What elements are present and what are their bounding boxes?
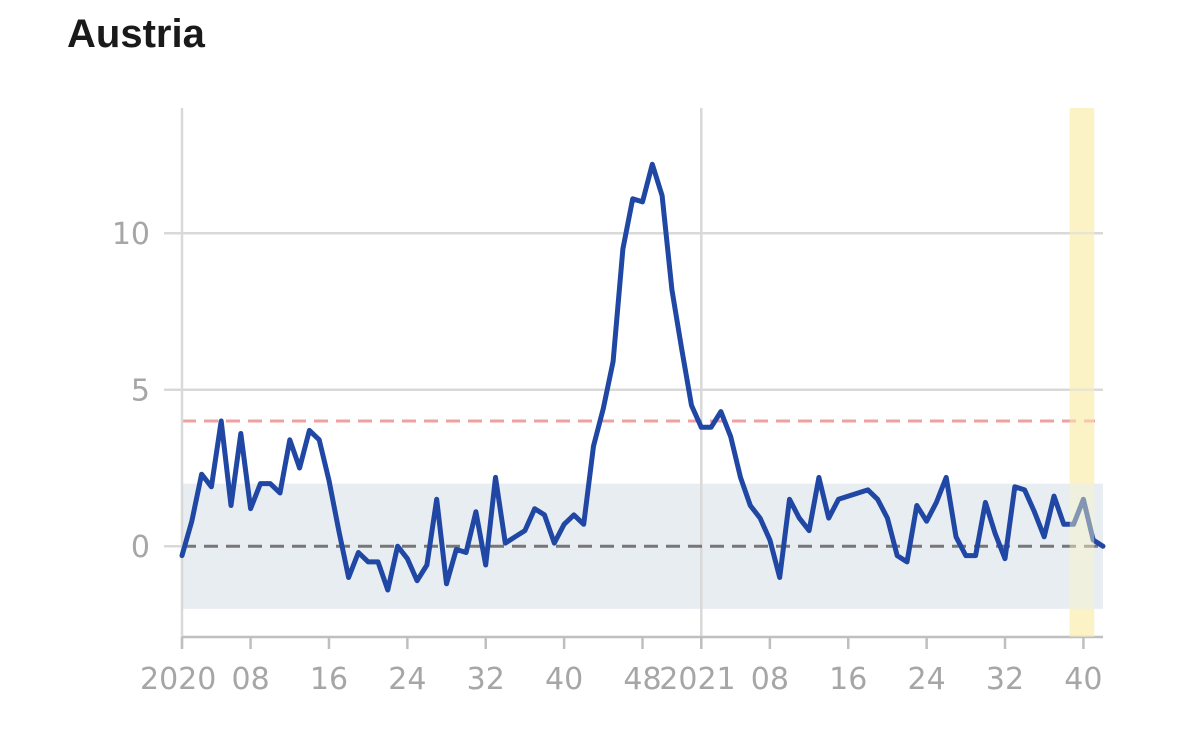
x-tick-label: 32 bbox=[467, 662, 505, 697]
y-tick-label: 5 bbox=[131, 374, 150, 409]
x-tick-label: 40 bbox=[545, 662, 583, 697]
x-tick-label: 48 bbox=[623, 662, 661, 697]
x-tick-label: 16 bbox=[310, 662, 348, 697]
y-tick-label: 10 bbox=[112, 217, 150, 252]
x-tick-label: 2020 bbox=[140, 662, 216, 697]
highlight-overlay bbox=[1069, 108, 1095, 637]
x-tick-label: 24 bbox=[388, 662, 426, 697]
horizontal-gridlines bbox=[164, 231, 1103, 548]
x-tick-label: 24 bbox=[908, 662, 946, 697]
x-tick-label: 2021 bbox=[659, 662, 735, 697]
x-tick-label: 16 bbox=[829, 662, 867, 697]
x-tick-label: 08 bbox=[231, 662, 269, 697]
y-tick-label: 0 bbox=[131, 530, 150, 565]
y-tick-labels: 0 5 10 bbox=[112, 217, 150, 565]
chart-title: Austria bbox=[67, 12, 205, 56]
series-line bbox=[179, 161, 1106, 593]
x-tick-label: 08 bbox=[751, 662, 789, 697]
x-tick-label: 40 bbox=[1064, 662, 1102, 697]
x-tick-label: 32 bbox=[986, 662, 1024, 697]
